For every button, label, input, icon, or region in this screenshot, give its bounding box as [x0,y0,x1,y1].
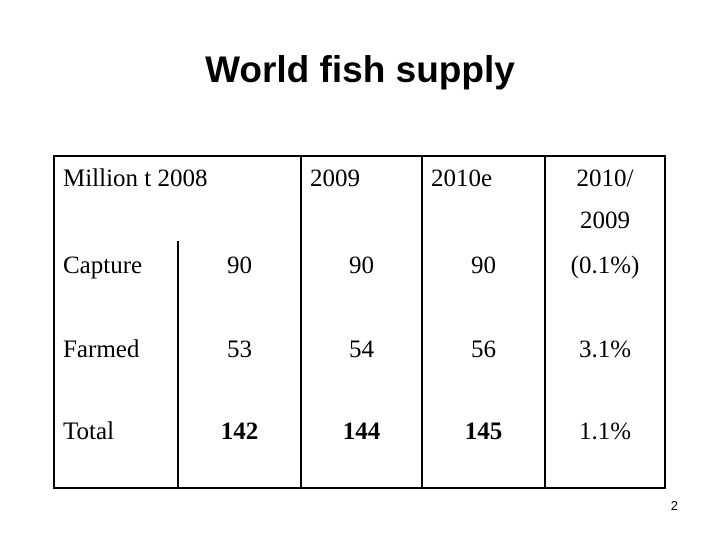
value-cell: 90 [421,241,546,325]
header-ratio-line1: 2010/ [576,165,634,192]
table-row-capture: Capture 90 90 90 (0.1%) [53,241,666,325]
row-label-total: Total [63,418,115,445]
total-2009-value: 144 [342,418,381,445]
capture-change-value: (0.1%) [570,252,640,279]
capture-2010e-value: 90 [471,252,496,279]
header-cell-unit-2008: Million t 2008 [53,155,302,241]
capture-2008-value: 90 [227,252,252,279]
total-change-value: 1.1% [578,418,632,445]
value-cell: 142 [177,407,302,489]
table-row-total: Total 142 144 145 1.1% [53,407,666,489]
value-cell: 54 [300,325,423,407]
fish-supply-table: Million t 2008 2009 2010e 2010/ 2009 Cap… [53,155,666,489]
total-2010e-value: 145 [464,418,503,445]
row-label-capture: Capture [63,252,143,279]
value-cell: 144 [300,407,423,489]
row-label-cell: Farmed [53,325,179,407]
header-2009: 2009 [310,165,360,192]
row-label-cell: Capture [53,241,179,325]
farmed-2008-value: 53 [227,336,252,363]
value-cell: 145 [421,407,546,489]
header-ratio-line2: 2009 [580,207,630,234]
value-cell: 56 [421,325,546,407]
header-2008: 2008 [157,165,208,192]
value-cell: (0.1%) [544,241,666,325]
value-cell: 53 [177,325,302,407]
farmed-change-value: 3.1% [578,336,632,363]
farmed-2009-value: 54 [349,336,374,363]
header-cell-2009: 2009 [300,155,423,241]
value-cell: 90 [177,241,302,325]
table-row-farmed: Farmed 53 54 56 3.1% [53,325,666,407]
header-unit-label: Million t [63,165,152,192]
table-header-row: Million t 2008 2009 2010e 2010/ 2009 [53,155,666,241]
value-cell: 3.1% [544,325,666,407]
farmed-2010e-value: 56 [471,336,496,363]
slide-title: World fish supply [205,49,515,90]
header-cell-2010e: 2010e [421,155,546,241]
capture-2009-value: 90 [349,252,374,279]
value-cell: 1.1% [544,407,666,489]
header-cell-ratio: 2010/ 2009 [544,155,666,241]
row-label-cell: Total [53,407,179,489]
total-2008-value: 142 [220,418,259,445]
row-label-farmed: Farmed [63,336,140,363]
page-number: 2 [670,498,678,513]
value-cell: 90 [300,241,423,325]
header-2010e: 2010e [431,165,493,192]
